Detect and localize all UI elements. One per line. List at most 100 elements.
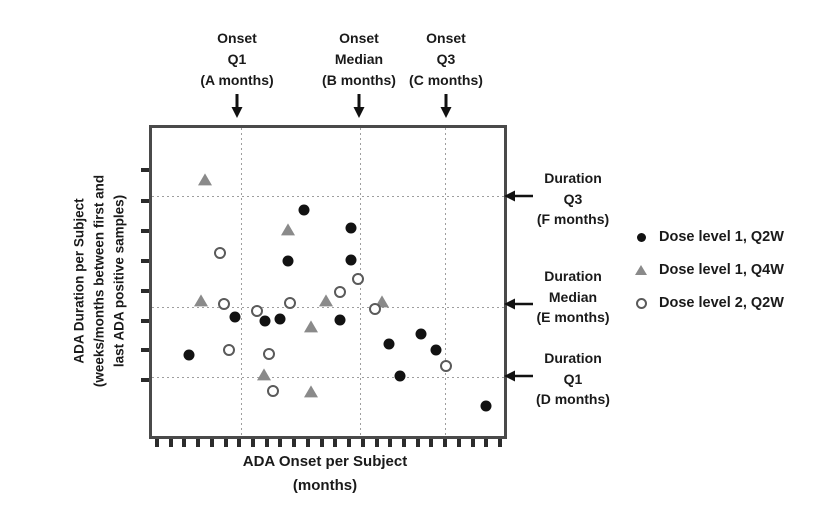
y-axis-tick <box>141 168 149 172</box>
y-axis-tick <box>141 348 149 352</box>
data-point-filled-circle <box>480 400 492 412</box>
x-axis-tick <box>155 439 159 447</box>
data-point-filled-triangle <box>194 294 208 307</box>
y-axis-tick <box>141 289 149 293</box>
x-axis-tick <box>415 439 420 447</box>
annotation-line: Q1 <box>227 51 247 67</box>
duration-q1-annotation: Duration Q1 (D months) <box>521 348 625 410</box>
data-point-filled-triangle <box>257 368 271 381</box>
legend-item-dose1-q2w: Dose level 1, Q2W <box>633 227 784 247</box>
x-axis-tick <box>196 439 201 447</box>
data-point-open-circle <box>223 344 235 356</box>
x-axis-tick <box>264 439 269 447</box>
down-arrow-icon <box>353 94 365 118</box>
data-point-filled-circle <box>229 311 241 323</box>
data-point-filled-triangle <box>281 223 295 236</box>
x-axis-tick <box>498 439 502 447</box>
x-axis-tick <box>484 439 489 447</box>
annotation-line: Q3 <box>436 51 456 67</box>
filled-circle-icon <box>633 232 649 242</box>
data-point-filled-circle <box>345 254 357 266</box>
legend-label: Dose level 2, Q2W <box>659 295 784 311</box>
y-axis-tick <box>141 378 149 382</box>
annotation-line: Median <box>548 288 598 305</box>
down-arrow-icon <box>231 94 243 118</box>
data-point-filled-circle <box>394 370 406 382</box>
y-axis-label: ADA Duration per Subject (weeks/months b… <box>70 109 132 454</box>
data-point-filled-triangle <box>304 320 318 333</box>
duration-quartile-gridline <box>152 307 504 308</box>
legend: Dose level 1, Q2W Dose level 1, Q4W Dose… <box>633 227 784 326</box>
data-point-open-circle <box>263 348 275 360</box>
data-point-open-circle <box>218 298 230 310</box>
annotation-line: (C months) <box>409 72 483 88</box>
data-point-filled-circle <box>430 344 442 356</box>
y-axis-tick <box>141 229 149 233</box>
legend-item-dose2-q2w: Dose level 2, Q2W <box>633 293 784 313</box>
x-axis-tick <box>333 439 338 447</box>
annotation-line: (D months) <box>536 391 610 407</box>
annotation-line: Median <box>334 51 384 67</box>
x-axis-label-line: (months) <box>292 477 358 494</box>
data-point-open-circle <box>267 385 279 397</box>
data-point-open-circle <box>214 247 226 259</box>
data-point-open-circle <box>369 303 381 315</box>
x-axis-tick <box>292 439 297 447</box>
legend-label: Dose level 1, Q4W <box>659 262 784 278</box>
data-point-filled-circle <box>345 222 357 234</box>
x-axis-tick <box>209 439 214 447</box>
x-axis-tick <box>237 439 242 447</box>
duration-quartile-gridline <box>152 196 504 197</box>
annotation-line: Duration <box>544 268 602 284</box>
annotation-line: (B months) <box>322 72 396 88</box>
data-point-filled-circle <box>298 204 310 216</box>
x-axis-tick <box>429 439 434 447</box>
x-axis-tick <box>223 439 228 447</box>
y-axis-label-line: last ADA positive samples) <box>111 194 127 368</box>
left-arrow-icon <box>504 190 533 202</box>
annotation-line: (E months) <box>536 309 610 325</box>
x-axis-label: ADA Onset per Subject (months) <box>215 450 435 498</box>
y-axis-tick <box>141 259 149 263</box>
x-axis-tick <box>251 439 256 447</box>
data-point-filled-circle <box>415 328 427 340</box>
onset-quartile-gridline <box>241 128 242 436</box>
annotation-line: Q1 <box>563 370 583 387</box>
annotation-line: Onset <box>426 30 466 46</box>
x-axis-tick <box>347 439 352 447</box>
x-axis-tick <box>278 439 283 447</box>
duration-quartile-gridline <box>152 377 504 378</box>
x-axis-label-line: ADA Onset per Subject <box>242 453 408 470</box>
onset-q1-annotation: Onset Q1 (A months) <box>182 28 292 119</box>
data-point-filled-circle <box>259 315 271 327</box>
annotation-line: Duration <box>544 350 602 366</box>
annotation-line: Onset <box>339 30 379 46</box>
legend-label: Dose level 1, Q2W <box>659 229 784 245</box>
legend-item-dose1-q4w: Dose level 1, Q4W <box>633 260 784 280</box>
data-point-filled-circle <box>274 313 286 325</box>
data-point-open-circle <box>251 305 263 317</box>
x-axis-tick <box>443 439 448 447</box>
onset-q3-annotation: Onset Q3 (C months) <box>391 28 501 119</box>
onset-median-annotation: Onset Median (B months) <box>304 28 414 119</box>
data-point-filled-circle <box>383 338 395 350</box>
x-axis-tick <box>305 439 310 447</box>
x-axis-tick <box>168 439 173 447</box>
data-point-open-circle <box>440 360 452 372</box>
x-axis-tick <box>401 439 406 447</box>
x-axis-tick <box>360 439 365 447</box>
y-axis-tick <box>141 199 149 203</box>
x-axis-tick <box>319 439 324 447</box>
annotation-line: Q3 <box>563 190 583 207</box>
duration-median-annotation: Duration Median (E months) <box>521 266 625 328</box>
y-axis-tick <box>141 319 149 323</box>
x-axis-tick <box>182 439 187 447</box>
annotation-line: Duration <box>544 170 602 186</box>
filled-triangle-icon <box>633 265 649 275</box>
x-axis-tick <box>456 439 461 447</box>
annotation-line: Onset <box>217 30 257 46</box>
open-circle-icon <box>633 297 649 309</box>
y-axis-label-line: (weeks/months between first and <box>91 174 107 388</box>
annotation-line: (A months) <box>200 72 274 88</box>
data-point-filled-triangle <box>319 294 333 307</box>
